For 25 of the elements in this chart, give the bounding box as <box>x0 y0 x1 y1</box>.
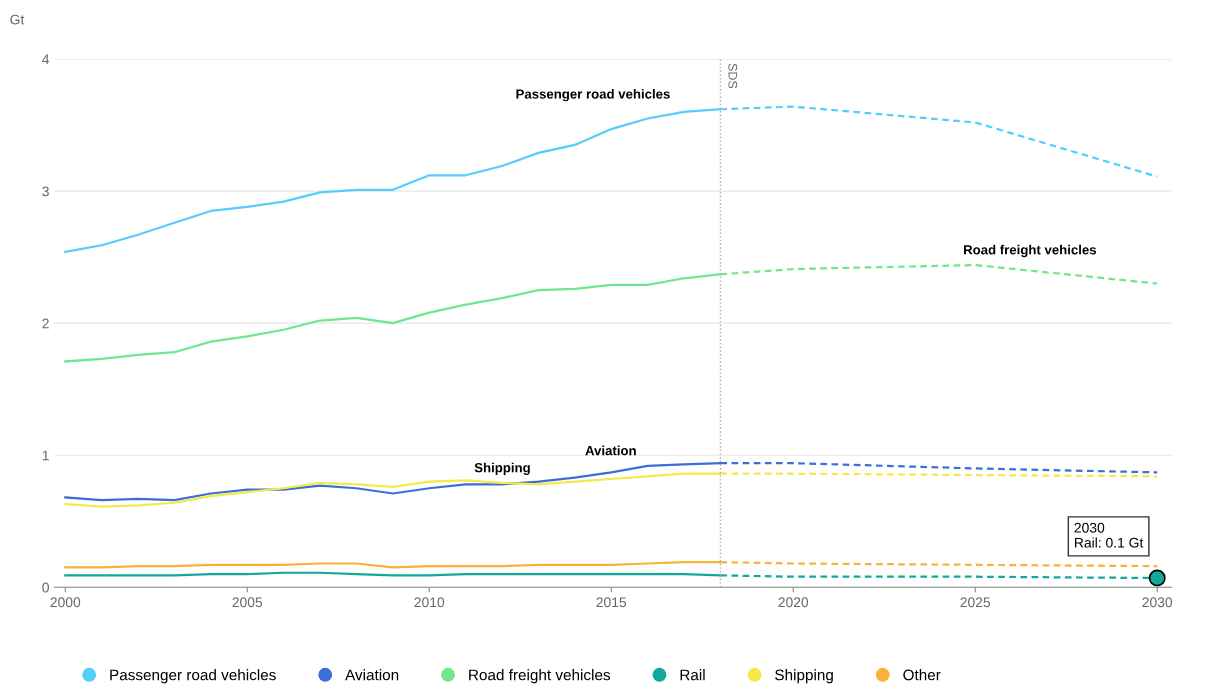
legend-label: Rail <box>680 669 705 681</box>
annotation: 2030 Rail: 0.1 Gt <box>1074 522 1144 548</box>
y-axis-title: Gt <box>10 14 25 25</box>
x-tick-label: 2000 <box>50 597 81 608</box>
ref-line-label: SDS <box>728 63 738 89</box>
legend-label: Other <box>903 669 941 681</box>
y-tick-label: 2 <box>42 318 49 329</box>
x-tick-label: 2025 <box>960 597 991 608</box>
legend-label: Passenger road vehicles <box>110 669 276 684</box>
annotation: Shipping <box>474 462 530 476</box>
legend-label: Aviation <box>345 669 399 681</box>
annotation: Road freight vehicles <box>964 244 1097 258</box>
x-tick-label: 2005 <box>232 597 263 608</box>
y-tick-label: 0 <box>42 582 49 593</box>
legend-label: Road freight vehicles <box>469 669 611 684</box>
y-tick-label: 3 <box>42 186 49 197</box>
x-tick-label: 2010 <box>414 597 445 608</box>
y-tick-label: 1 <box>42 450 49 461</box>
x-tick-label: 2020 <box>778 597 809 608</box>
x-tick-label: 2030 <box>1142 597 1173 608</box>
annotation: Passenger road vehicles <box>516 88 670 102</box>
annotation: Aviation <box>585 445 636 456</box>
legend-label: Shipping <box>775 669 833 684</box>
x-tick-label: 2015 <box>596 597 627 608</box>
y-tick-label: 4 <box>42 54 50 65</box>
